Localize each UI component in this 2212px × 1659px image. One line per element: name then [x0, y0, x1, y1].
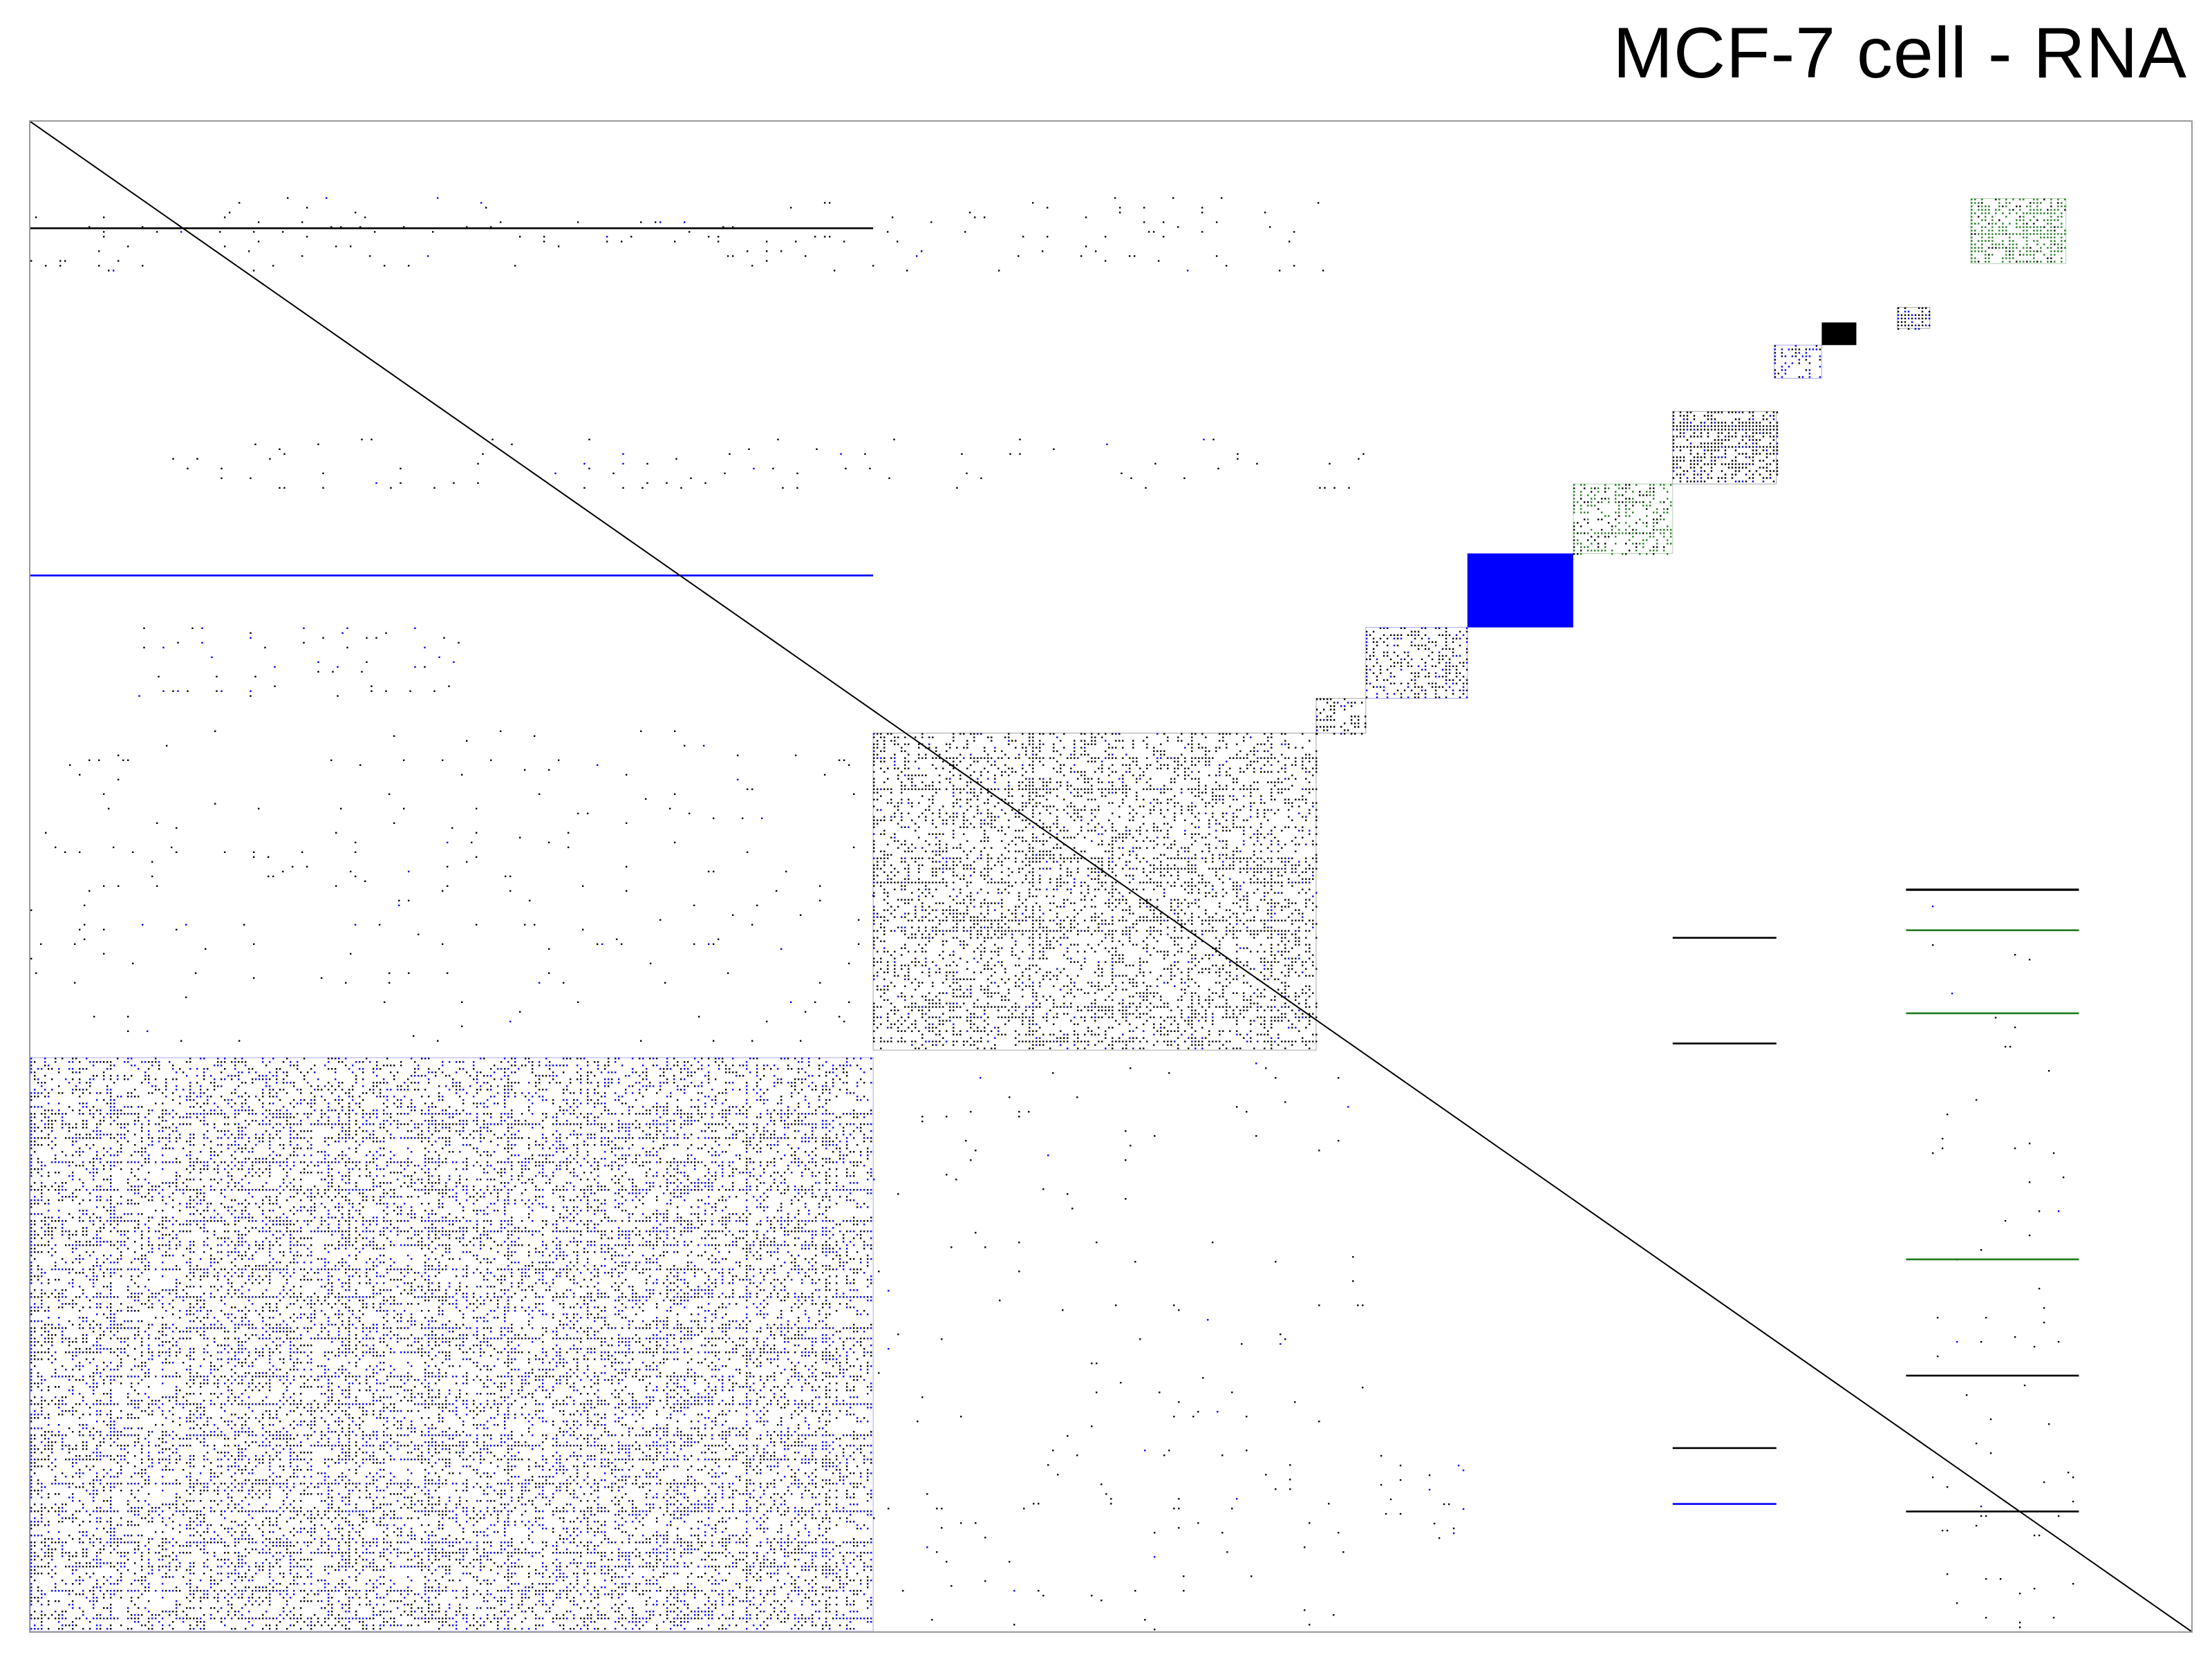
heatmap-plot-area [29, 120, 2193, 1633]
heatmap-diagonal [30, 122, 2191, 1631]
heatmap-block-offdiag-left-mid [138, 627, 460, 697]
chart-title: MCF-7 cell - RNA [1613, 13, 2187, 93]
heatmap-block-offdiag-left-below-d2 [30, 730, 874, 1042]
heatmap-block-domain-3 [1315, 697, 1367, 735]
heatmap-block-domain-10 [1897, 307, 1931, 330]
heatmap-band-12 [30, 574, 874, 577]
heatmap-band-5 [1906, 1374, 2079, 1377]
heatmap-band-10 [1672, 1503, 1777, 1505]
heatmap-block-domain-2 [872, 733, 1318, 1051]
heatmap-band-7 [1672, 937, 1777, 939]
heatmap-block-domain-5 [1467, 553, 1573, 628]
heatmap-band-2 [1906, 929, 2079, 932]
heatmap-block-offdiag-top-left [30, 197, 1324, 272]
heatmap-band-6 [1906, 1510, 2079, 1512]
heatmap-block-domain-7 [1672, 411, 1779, 485]
heatmap-block-offdiag-d4-bottom [1380, 1454, 1465, 1539]
heatmap-block-domain-1 [30, 1057, 874, 1631]
heatmap-block-offdiag-upper-mid [172, 438, 1365, 489]
heatmap-block-domain-9 [1821, 322, 1857, 346]
heatmap-band-1 [1906, 888, 2079, 891]
heatmap-band-3 [1906, 1012, 2079, 1015]
heatmap-block-domain-4 [1365, 627, 1468, 699]
heatmap-band-9 [1672, 1447, 1777, 1450]
heatmap-band-4 [1906, 1258, 2079, 1261]
heatmap-band-8 [1672, 1042, 1777, 1044]
heatmap-block-offdiag-mid-bottom [873, 1062, 1364, 1631]
heatmap-band-11 [30, 227, 874, 229]
contact-heatmap [30, 122, 2191, 1631]
heatmap-block-domain-11 [1970, 198, 2067, 264]
heatmap-block-domain-6 [1573, 483, 1674, 555]
heatmap-block-domain-8 [1774, 344, 1822, 379]
